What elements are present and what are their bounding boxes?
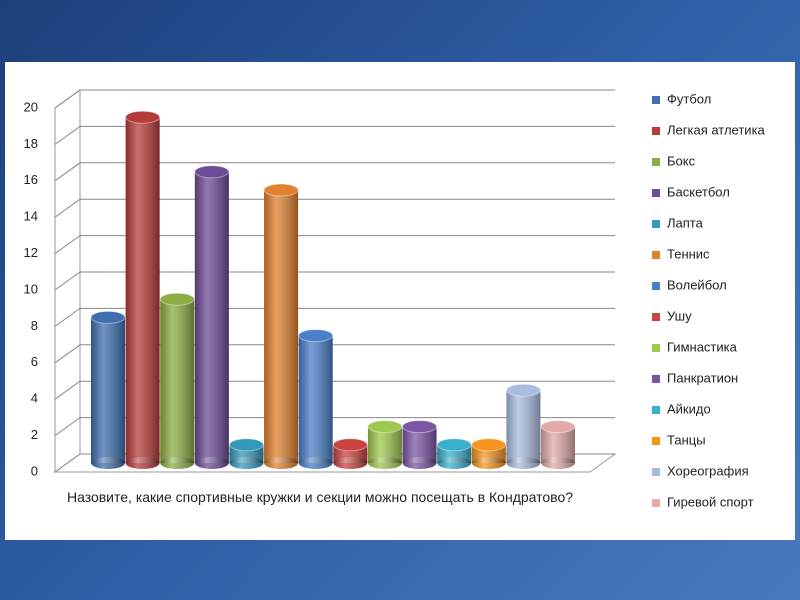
grid-line — [54, 380, 615, 400]
bar-shade — [506, 390, 541, 463]
bar-shade — [264, 190, 299, 463]
legend-label: Баскетбол — [667, 184, 730, 199]
bar-base-shade — [194, 457, 229, 469]
grid-line — [54, 307, 615, 327]
legend-label: Айкидо — [667, 401, 711, 416]
bar-base-shade — [437, 457, 472, 469]
y-tick-label: 8 — [31, 318, 38, 333]
legend-label: Бокс — [667, 153, 696, 168]
legend-swatch — [652, 127, 660, 135]
legend-swatch — [652, 344, 660, 352]
grid-line — [54, 417, 615, 437]
grid-line — [54, 198, 615, 218]
bar-base-shade — [506, 457, 541, 469]
grid-line — [54, 89, 615, 109]
bar-top — [90, 310, 126, 324]
y-tick-label: 6 — [31, 354, 38, 369]
bar-base-shade — [471, 457, 506, 469]
bar-top — [263, 183, 299, 197]
bar-top — [125, 110, 161, 124]
legend-swatch — [652, 313, 660, 321]
bar-top — [505, 383, 541, 397]
legend-swatch — [652, 282, 660, 290]
grid-line — [54, 125, 615, 145]
legend-label: Лапта — [667, 215, 704, 230]
grid-line — [54, 344, 615, 364]
legend-label: Панкратион — [667, 370, 738, 385]
legend-label: Легкая атлетика — [667, 122, 766, 137]
bar-top — [367, 420, 403, 434]
bar-top — [194, 165, 230, 179]
bar-base-shade — [229, 457, 264, 469]
bar-base-shade — [402, 457, 437, 469]
bar-shade — [298, 335, 333, 463]
x-axis-label: Назовите, какие спортивные кружки и секц… — [66, 489, 574, 505]
bar-base-shade — [160, 457, 195, 469]
legend-swatch — [652, 189, 660, 197]
bar-base-shade — [125, 457, 160, 469]
bar-top — [436, 438, 472, 452]
grid-line — [54, 235, 615, 255]
legend-label: Теннис — [667, 246, 710, 261]
bar-base-shade — [91, 457, 125, 469]
bar-base-shade — [367, 457, 402, 469]
bar-top — [159, 292, 195, 306]
bar-base-shade — [333, 457, 368, 469]
legend-swatch — [652, 375, 660, 383]
bar-top — [471, 438, 507, 452]
grid-line — [54, 453, 615, 473]
bar-base-shade — [541, 457, 575, 469]
legend-label: Гимнастика — [667, 339, 738, 354]
legend-swatch — [652, 406, 660, 414]
bar-top — [298, 329, 334, 343]
bar-shade — [367, 426, 402, 463]
y-tick-label: 12 — [24, 245, 38, 260]
bar-shade — [541, 426, 575, 463]
y-tick-label: 16 — [24, 172, 38, 187]
legend-label: Волейбол — [667, 277, 727, 292]
y-tick-label: 14 — [24, 209, 38, 224]
y-tick-label: 10 — [24, 281, 38, 296]
legend-label: Гиревой спорт — [667, 494, 754, 509]
legend-swatch — [652, 220, 660, 228]
bar-base-shade — [264, 457, 299, 469]
legend-label: Футбол — [667, 91, 711, 106]
legend-swatch — [652, 499, 660, 507]
bar-shade — [160, 299, 195, 463]
legend-label: Танцы — [667, 432, 706, 447]
y-tick-label: 18 — [24, 136, 38, 151]
bar-shade — [402, 426, 437, 463]
bar-shade — [125, 117, 160, 463]
y-tick-label: 4 — [31, 391, 38, 406]
grid-line — [54, 162, 615, 182]
bar-top — [332, 438, 368, 452]
legend-swatch — [652, 251, 660, 259]
bar-shade — [91, 317, 125, 463]
legend-swatch — [652, 96, 660, 104]
y-tick-label: 2 — [31, 427, 38, 442]
bar-shade — [194, 171, 229, 464]
legend-label: Хореография — [667, 463, 749, 478]
bar-base-shade — [298, 457, 333, 469]
grid-line — [54, 271, 615, 291]
bar-top — [540, 420, 576, 434]
legend-swatch — [652, 468, 660, 476]
legend-swatch — [652, 437, 660, 445]
legend-label: Ушу — [667, 308, 692, 323]
bar-top — [228, 438, 264, 452]
y-tick-label: 0 — [31, 463, 38, 478]
bar-top — [402, 420, 438, 434]
legend-swatch — [652, 158, 660, 166]
y-tick-label: 20 — [24, 99, 38, 114]
